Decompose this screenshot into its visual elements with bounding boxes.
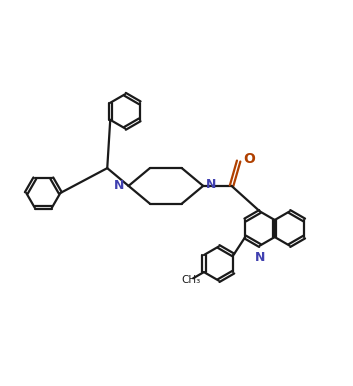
Text: O: O	[243, 152, 255, 166]
Text: N: N	[114, 179, 124, 192]
Text: N: N	[255, 251, 265, 264]
Text: CH₃: CH₃	[181, 275, 200, 285]
Text: N: N	[206, 178, 216, 191]
